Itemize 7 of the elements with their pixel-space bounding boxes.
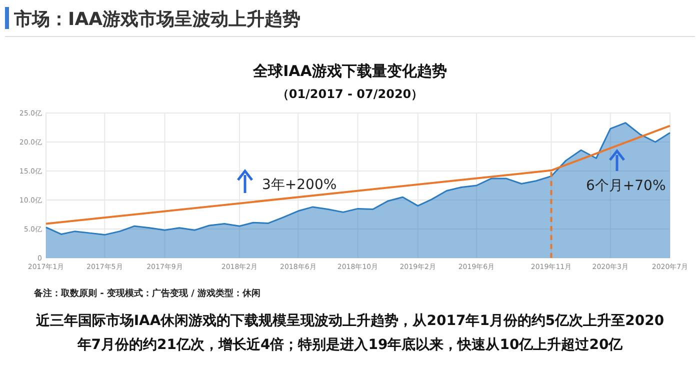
chart-subtitle: 全球IAA游戏下载量变化趋势 xyxy=(252,62,447,80)
annotation: 3年+200% xyxy=(262,177,337,193)
text: 近三年国际市场IAA休闲游戏的下载规模呈现波动上升趋势，从2017年1月份的约5亿次上升至2020年7月份的约21亿次，增长近4倍；特别是进入19年底以来，快速从10亿上升超过20亿 xyxy=(34,312,666,355)
chart-title: 市场：IAA游戏市场呈波动上升趋势 xyxy=(13,9,301,30)
annotation: 6个月+70% xyxy=(586,178,666,194)
text: （01/2017 - 07/2020） xyxy=(276,87,424,101)
text: 备注：取数原则 - 变现模式：广告变现 / 游戏类型：休闲 xyxy=(33,288,261,299)
